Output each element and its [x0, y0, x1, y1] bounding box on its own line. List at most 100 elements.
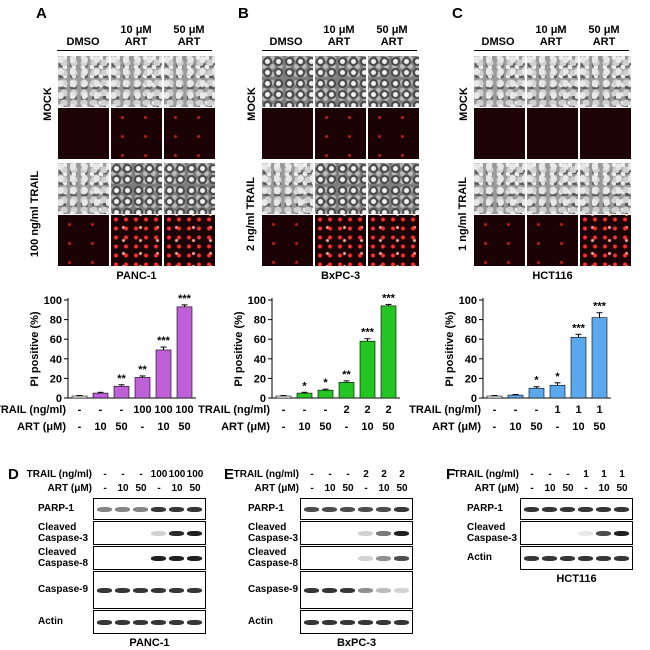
art-value: - — [103, 483, 107, 494]
significance-label: ** — [138, 364, 147, 376]
trail-value: - — [566, 469, 570, 480]
bar — [570, 336, 587, 399]
trail-value: - — [302, 404, 307, 416]
cell-line-label: HCT116 — [532, 270, 573, 282]
header-rule — [262, 50, 417, 51]
blot-band — [169, 620, 184, 625]
y-tick-label: 40 — [465, 354, 477, 366]
blot-strip — [300, 546, 413, 570]
micrograph-fluor — [164, 215, 215, 266]
micrograph-fluor — [368, 108, 419, 159]
art-value: 50 — [189, 483, 201, 494]
art-value: - — [555, 421, 560, 433]
bar — [380, 305, 397, 399]
blot-band — [115, 507, 130, 512]
blot-strip — [300, 571, 413, 609]
significance-label: *** — [178, 293, 192, 305]
art-value: - — [344, 421, 349, 433]
art-value: 50 — [396, 483, 408, 494]
blot-band — [578, 531, 593, 536]
blot-band — [358, 588, 373, 593]
blot-strip — [520, 521, 633, 545]
bar — [134, 377, 151, 399]
col-header-art50: 50 μM ART — [173, 24, 205, 48]
y-tick-label: 80 — [465, 315, 477, 327]
micrograph-phase — [164, 56, 215, 107]
trail-value: 2 — [381, 469, 387, 480]
art-value: - — [530, 483, 534, 494]
art-value: 50 — [382, 421, 395, 433]
bar — [528, 387, 545, 399]
art-value: 10 — [298, 421, 311, 433]
blot-band — [596, 556, 611, 561]
micrograph-phase — [58, 163, 109, 214]
micrograph-phase — [474, 56, 525, 107]
trail-value: - — [121, 469, 125, 480]
blot-strip — [93, 571, 206, 609]
significance-label: * — [534, 375, 539, 387]
col-header-art50: 50 μM ART — [376, 24, 408, 48]
blot-band — [614, 531, 629, 536]
header-rule — [57, 50, 212, 51]
blot-band — [169, 507, 184, 512]
blot-band — [133, 588, 148, 593]
trail-value: 1 — [601, 469, 607, 480]
trail-value: 100 — [133, 404, 152, 416]
micrograph-fluor — [527, 108, 578, 159]
y-tick-label: 100 — [459, 295, 477, 307]
blot-band — [394, 588, 409, 593]
blot-row-label: Cleaved Caspase-3 — [467, 522, 518, 544]
header-rule — [474, 50, 629, 51]
trail-value: 2 — [343, 404, 350, 416]
blot-row-label: Cleaved Caspase-3 — [38, 522, 89, 544]
blot-strip — [300, 610, 413, 634]
art-value: - — [157, 483, 161, 494]
trail-value: 1 — [575, 404, 582, 416]
blot-band — [394, 556, 409, 561]
bar — [317, 389, 334, 399]
art-value: 50 — [342, 483, 354, 494]
blot-band — [376, 588, 391, 593]
micrograph-phase — [58, 56, 109, 107]
blot-row-label: Actin — [467, 552, 492, 563]
y-tick-label: 0 — [260, 393, 266, 405]
trail-value: - — [98, 404, 103, 416]
blot-band — [151, 531, 166, 536]
trail-value: 1 — [619, 469, 625, 480]
bar — [549, 384, 566, 399]
art-row-label: ART (μM) — [17, 421, 66, 433]
blot-band — [187, 556, 202, 561]
art-value: - — [584, 483, 588, 494]
art-value: 10 — [117, 483, 129, 494]
blot-band — [358, 556, 373, 561]
art-value: 50 — [562, 483, 574, 494]
blot-row-label: PARP-1 — [248, 503, 284, 514]
trail-value: 2 — [385, 404, 392, 416]
col-header-dmso: DMSO — [66, 36, 100, 48]
col-header-dmso: DMSO — [269, 36, 303, 48]
y-tick-label: 20 — [465, 373, 477, 385]
blot-row-label: PARP-1 — [467, 503, 503, 514]
micrograph-fluor — [315, 108, 366, 159]
art-value: - — [364, 483, 368, 494]
micrograph-fluor — [164, 108, 215, 159]
blot-row-label: PARP-1 — [38, 503, 74, 514]
blot-strip — [520, 546, 633, 570]
micrograph-phase — [315, 163, 366, 214]
trail-value: - — [328, 469, 332, 480]
significance-label: *** — [157, 335, 171, 347]
micrograph-phase — [527, 163, 578, 214]
micrograph-fluor — [111, 215, 162, 266]
blot-band — [524, 507, 539, 512]
blot-band — [340, 588, 355, 593]
row-label-trail: 100 ng/ml TRAIL — [29, 170, 41, 258]
trail-value: 1 — [554, 404, 561, 416]
bar — [359, 340, 376, 399]
blot-strip — [93, 546, 206, 570]
blot-band — [97, 620, 112, 625]
micrograph-phase — [368, 56, 419, 107]
blot-band — [187, 620, 202, 625]
trail-row-label: TRAIL (ng/ml) — [26, 469, 92, 480]
micrograph-fluor — [58, 215, 109, 266]
blot-band — [169, 531, 184, 536]
